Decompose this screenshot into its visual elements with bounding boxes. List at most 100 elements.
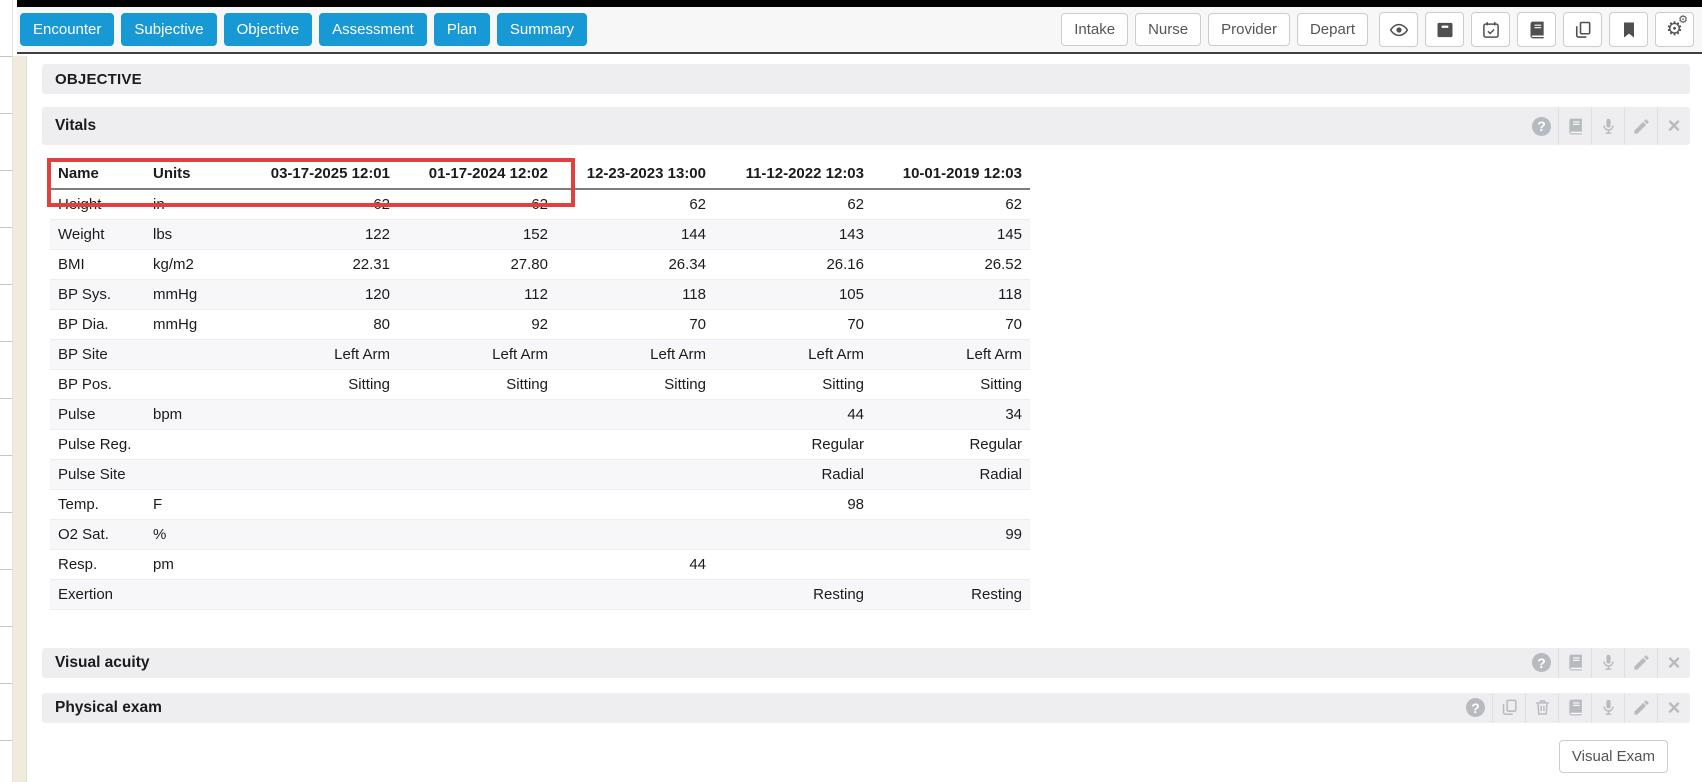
vital-name: Temp.: [50, 489, 145, 520]
vital-value: 92: [398, 309, 556, 340]
vital-name: BP Pos.: [50, 369, 145, 400]
nav-button-encounter[interactable]: Encounter: [20, 13, 115, 46]
calendar-check-icon[interactable]: [1471, 12, 1510, 47]
vital-value: 70: [556, 309, 714, 340]
vital-value: [398, 429, 556, 460]
vital-value: Sitting: [872, 369, 1030, 400]
book-icon[interactable]: [1517, 12, 1556, 47]
vital-value: 27.80: [398, 249, 556, 280]
archive-icon[interactable]: [1425, 12, 1464, 47]
vital-units: [145, 579, 240, 610]
book-icon[interactable]: [1558, 107, 1591, 145]
vital-units: in: [145, 189, 240, 220]
vital-units: [145, 459, 240, 490]
column-header: 10-01-2019 12:03: [872, 159, 1030, 190]
section-physical-exam[interactable]: Physical exam ? ×: [42, 692, 1690, 723]
vital-value: Radial: [872, 459, 1030, 490]
section-vitals[interactable]: Vitals ? ×: [42, 107, 1690, 145]
microphone-icon[interactable]: [1591, 692, 1624, 723]
vital-value: [398, 459, 556, 490]
close-icon[interactable]: ×: [1657, 692, 1690, 723]
intake-button[interactable]: Intake: [1061, 13, 1129, 46]
section-visual-acuity[interactable]: Visual acuity ? ×: [42, 647, 1690, 678]
vital-value: 62: [398, 189, 556, 220]
left-ruler-strip: [0, 0, 13, 782]
vital-value: [556, 579, 714, 610]
pencil-icon[interactable]: [1624, 647, 1657, 678]
nav-button-summary[interactable]: Summary: [496, 13, 588, 46]
vital-value: [556, 489, 714, 520]
help-icon[interactable]: ?: [1459, 693, 1492, 723]
vital-units: lbs: [145, 219, 240, 250]
vital-value: Regular: [872, 429, 1030, 460]
vital-value: 34: [872, 399, 1030, 430]
vital-value: Left Arm: [872, 339, 1030, 370]
vital-value: Left Arm: [714, 339, 872, 370]
vital-value: 144: [556, 219, 714, 250]
nav-button-objective[interactable]: Objective: [223, 13, 313, 46]
objective-heading: OBJECTIVE: [42, 64, 1690, 94]
vital-units: mmHg: [145, 309, 240, 340]
vital-value: 62: [556, 189, 714, 220]
nav-button-assessment[interactable]: Assessment: [319, 13, 427, 46]
vital-value: [714, 549, 872, 580]
microphone-icon[interactable]: [1591, 647, 1624, 678]
vital-units: F: [145, 489, 240, 520]
column-header: Name: [50, 159, 145, 190]
vital-value: 44: [714, 399, 872, 430]
depart-button[interactable]: Depart: [1296, 13, 1368, 46]
vital-value: [240, 519, 398, 550]
top-black-bar: [17, 0, 1702, 7]
pencil-icon[interactable]: [1624, 692, 1657, 723]
vital-value: Sitting: [556, 369, 714, 400]
left-beige-strip: [13, 56, 27, 782]
vital-value: [240, 579, 398, 610]
bookmark-icon[interactable]: [1609, 12, 1648, 47]
column-header: 01-17-2024 12:02: [398, 159, 556, 190]
vitals-table: Name Units 03-17-2025 12:01 01-17-2024 12:0…: [50, 159, 1030, 610]
vital-name: BP Sys.: [50, 279, 145, 310]
visual-exam-button[interactable]: Visual Exam: [1558, 739, 1668, 773]
help-icon[interactable]: ?: [1525, 648, 1558, 678]
vital-units: mmHg: [145, 279, 240, 310]
vital-name: BP Dia.: [50, 309, 145, 340]
pencil-icon[interactable]: [1624, 107, 1657, 145]
vital-value: [240, 399, 398, 430]
copy-icon[interactable]: [1563, 12, 1602, 47]
encounter-toolbar: Encounter Subjective Objective Assessment Pl…: [17, 7, 1702, 54]
vital-units: bpm: [145, 399, 240, 430]
vital-value: 112: [398, 279, 556, 310]
vital-value: Left Arm: [240, 339, 398, 370]
vital-value: [872, 489, 1030, 520]
help-icon[interactable]: ?: [1525, 107, 1558, 145]
nav-button-subjective[interactable]: Subjective: [121, 13, 217, 46]
vital-name: O2 Sat.: [50, 519, 145, 550]
vital-value: 143: [714, 219, 872, 250]
book-icon[interactable]: [1558, 647, 1591, 678]
vital-value: 70: [714, 309, 872, 340]
table-row: Pulse bpm 44 34: [50, 399, 1030, 430]
eye-icon[interactable]: [1379, 12, 1418, 47]
vital-value: 62: [714, 189, 872, 220]
provider-button[interactable]: Provider: [1208, 13, 1290, 46]
nav-button-plan[interactable]: Plan: [433, 13, 490, 46]
vital-value: [240, 489, 398, 520]
nurse-button[interactable]: Nurse: [1135, 13, 1202, 46]
vital-value: Resting: [872, 579, 1030, 610]
vital-value: 62: [240, 189, 398, 220]
vital-name: Pulse Reg.: [50, 429, 145, 460]
section-physical-exam-title: Physical exam: [55, 698, 162, 716]
gears-icon[interactable]: ⚙ ⚙: [1655, 12, 1694, 47]
vital-units: [145, 369, 240, 400]
vital-value: [398, 489, 556, 520]
vital-name: Weight: [50, 219, 145, 250]
trash-icon[interactable]: [1525, 692, 1558, 723]
microphone-icon[interactable]: [1591, 107, 1624, 145]
copy-icon[interactable]: [1492, 692, 1525, 723]
close-icon[interactable]: ×: [1657, 107, 1690, 145]
table-row: Pulse Site Radial Radial: [50, 459, 1030, 490]
vital-units: %: [145, 519, 240, 550]
book-icon[interactable]: [1558, 692, 1591, 723]
close-icon[interactable]: ×: [1657, 647, 1690, 678]
vital-value: 26.52: [872, 249, 1030, 280]
